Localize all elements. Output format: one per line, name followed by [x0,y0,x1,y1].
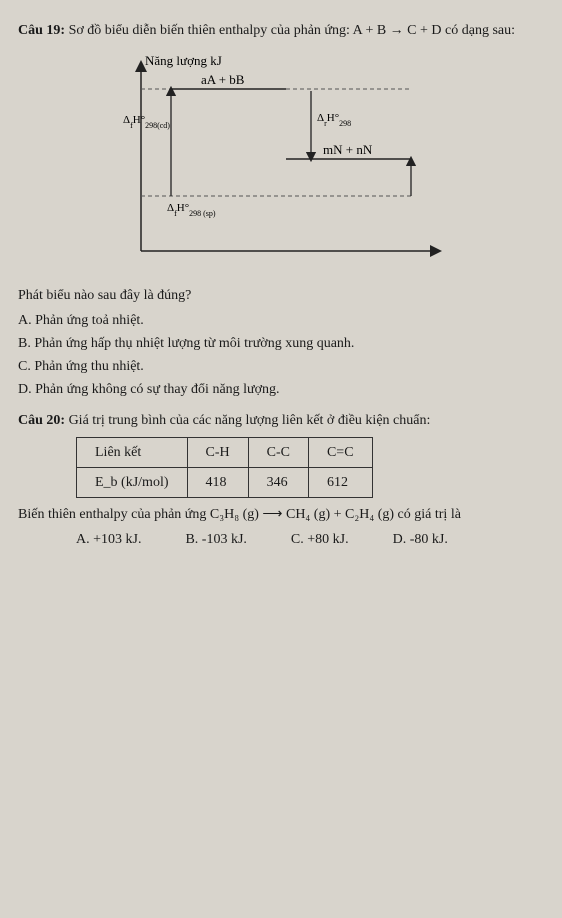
q19-opt-b[interactable]: B. Phản ứng hấp thụ nhiệt lượng từ môi t… [18,333,544,354]
q20-opt-a[interactable]: A. +103 kJ. [76,529,141,550]
q20-stmt: Biến thiên enthalpy của phản ứng C₃H₈ (g… [18,504,544,525]
q19-stmt: Phát biểu nào sau đây là đúng? [18,285,544,306]
drH: ΔrH°298 [317,112,351,128]
q20-options-row: A. +103 kJ. B. -103 kJ. C. +80 kJ. D. -8… [76,529,544,550]
q20-intro: Giá trị trung bình của các năng lượng li… [69,413,431,428]
prod-label: mN + nN [323,142,373,157]
q20-opt-d[interactable]: D. -80 kJ. [393,529,448,550]
table-row: Liên kết C-H C-C C=C [77,438,373,468]
cell-ch: C-H [187,438,248,468]
top-label: aA + bB [201,72,245,87]
cell-cdc: C=C [308,438,372,468]
cell-cc: C-C [248,438,308,468]
cell-eb-header: E_b (kJ/mol) [77,468,188,498]
q19-opt-c[interactable]: C. Phản ứng thu nhiệt. [18,356,544,377]
energy-diagram-svg: Năng lượng kJ aA + bB mN + nN ΔfH°298(cd… [111,51,451,271]
q20-label: Câu 20: [18,413,65,428]
question-20: Câu 20: Giá trị trung bình của các năng … [18,410,544,431]
energy-diagram-wrap: Năng lượng kJ aA + bB mN + nN ΔfH°298(cd… [18,51,544,271]
q20-opt-c[interactable]: C. +80 kJ. [291,529,349,550]
q19-opt-a[interactable]: A. Phản ứng toả nhiệt. [18,310,544,331]
dfH-sp: ΔfH°298 (sp) [167,202,216,218]
q20-opt-b[interactable]: B. -103 kJ. [185,529,246,550]
table-row: E_b (kJ/mol) 418 346 612 [77,468,373,498]
energy-diagram: Năng lượng kJ aA + bB mN + nN ΔfH°298(cd… [111,51,451,271]
bond-energy-table: Liên kết C-H C-C C=C E_b (kJ/mol) 418 34… [76,437,373,498]
question-19: Câu 19: Sơ đồ biểu diễn biến thiên entha… [18,20,544,41]
cell-418: 418 [187,468,248,498]
cell-bond-header: Liên kết [77,438,188,468]
q19-text: Sơ đồ biểu diễn biến thiên enthalpy của … [69,23,515,38]
q19-opt-d[interactable]: D. Phản ứng không có sự thay đổi năng lư… [18,379,544,400]
cell-612: 612 [308,468,372,498]
dfH-cd: ΔfH°298(cd) [123,114,170,130]
cell-346: 346 [248,468,308,498]
q19-label: Câu 19: [18,23,65,38]
ylabel-text: Năng lượng kJ [145,53,222,68]
